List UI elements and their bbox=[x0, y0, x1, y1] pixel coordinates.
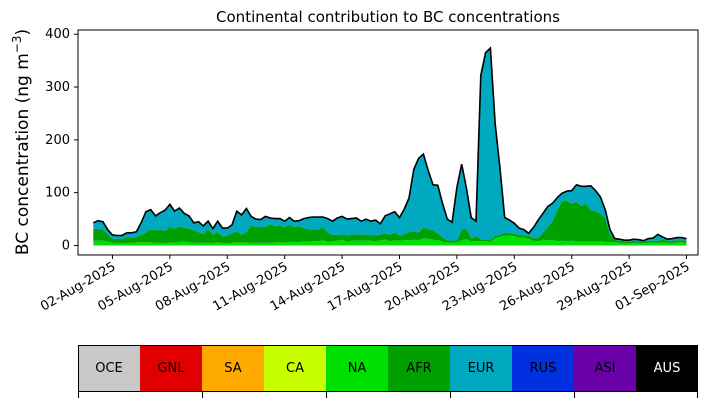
legend-tick bbox=[574, 392, 575, 398]
legend-item-eur: EUR bbox=[450, 345, 512, 392]
legend-item-sa: SA bbox=[202, 345, 264, 392]
area-eur bbox=[93, 48, 687, 242]
total-line bbox=[92, 46, 687, 242]
legend-tick bbox=[450, 392, 451, 398]
legend-item-oce: OCE bbox=[78, 345, 140, 392]
y-tick-label: 300 bbox=[45, 80, 70, 95]
legend-item-aus: AUS bbox=[636, 345, 698, 392]
plot-area bbox=[92, 46, 687, 246]
y-tick-label: 200 bbox=[45, 133, 70, 148]
legend-item-rus: RUS bbox=[512, 345, 574, 392]
chart-title: Continental contribution to BC concentra… bbox=[216, 8, 560, 26]
legend-tick bbox=[202, 392, 203, 398]
legend-item-gnl: GNL bbox=[140, 345, 202, 392]
legend-item-ca: CA bbox=[264, 345, 326, 392]
y-axis-label: BC concentration (ng m−3) bbox=[10, 29, 33, 255]
y-tick-label: 0 bbox=[62, 238, 70, 253]
y-tick-label: 400 bbox=[45, 27, 70, 42]
legend-item-afr: AFR bbox=[388, 345, 450, 392]
chart-axes: 010020030040002-Aug-202505-Aug-202508-Au… bbox=[38, 27, 699, 315]
legend-tick bbox=[697, 392, 698, 398]
legend-tick bbox=[78, 392, 79, 398]
legend-tick bbox=[326, 392, 327, 398]
plot-frame bbox=[77, 29, 699, 256]
y-tick-label: 100 bbox=[45, 186, 70, 201]
area-na bbox=[93, 235, 687, 246]
legend-item-asi: ASI bbox=[574, 345, 636, 392]
area-afr bbox=[93, 200, 687, 244]
legend-item-na: NA bbox=[326, 345, 388, 392]
